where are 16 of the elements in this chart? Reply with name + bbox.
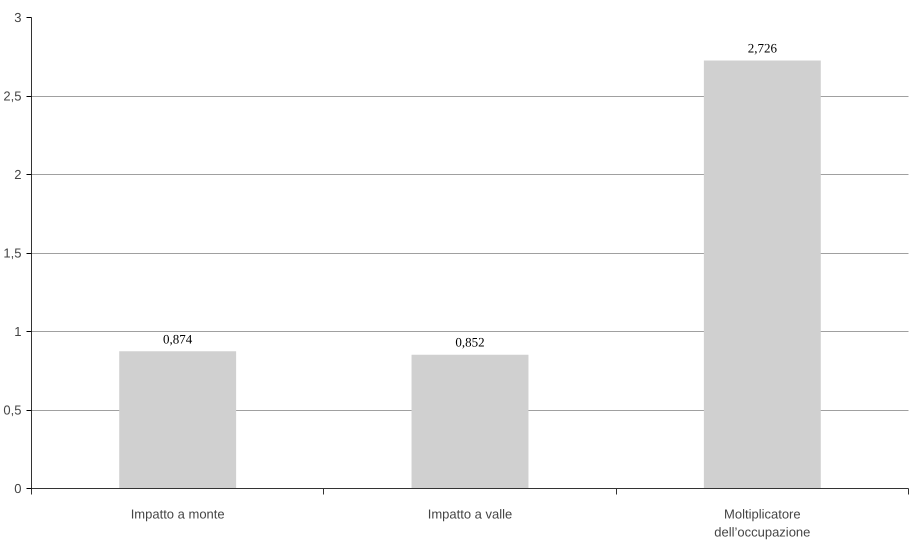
x-tick-label: Moltiplicatore dell’occupazione <box>714 506 810 540</box>
y-tick-label: 3 <box>14 10 22 25</box>
y-tick-label: 2,5 <box>3 88 22 104</box>
x-tick-label: Impatto a monte <box>130 506 225 522</box>
bar <box>412 354 528 488</box>
y-tick-label: 1,5 <box>3 246 22 260</box>
y-tick-label: 0,5 <box>3 402 22 418</box>
bar <box>119 351 236 488</box>
bar <box>704 60 821 488</box>
y-tick-label: 2 <box>14 167 22 182</box>
x-tick-label: Impatto a valle <box>428 506 512 522</box>
y-tick-label: 0 <box>14 481 22 496</box>
data-label: 2,726 <box>748 40 778 56</box>
data-label: 0,852 <box>455 334 485 350</box>
y-tick-label: 1 <box>14 324 22 339</box>
data-label: 0,874 <box>163 331 193 346</box>
